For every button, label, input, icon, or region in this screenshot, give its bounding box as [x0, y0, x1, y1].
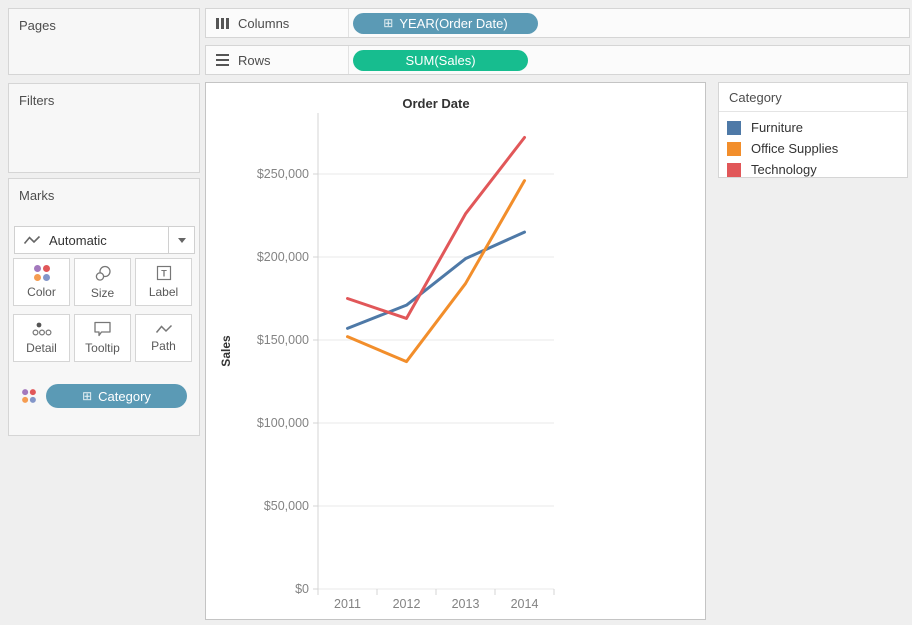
pages-shelf-label: Pages	[19, 18, 56, 33]
line-mark-icon	[23, 235, 41, 245]
detail-button[interactable]: Detail	[13, 314, 70, 362]
svg-text:$150,000: $150,000	[257, 333, 309, 347]
expand-plus-icon: ⊞	[383, 16, 394, 30]
tooltip-bubble-icon	[94, 321, 111, 337]
marks-card: Marks Automatic Color Size	[8, 178, 200, 436]
svg-text:Order Date: Order Date	[402, 96, 469, 111]
sum-sales-pill-label: SUM(Sales)	[405, 52, 476, 68]
svg-text:2012: 2012	[393, 597, 421, 611]
size-circles-icon	[95, 265, 111, 281]
legend-items: Furniture Office Supplies Technology	[719, 112, 907, 180]
marks-buttons: Color Size T Label	[13, 258, 192, 362]
text-label-icon: T	[156, 265, 171, 281]
label-button-label: Label	[148, 285, 179, 299]
rows-shelf-header: Rows	[206, 46, 349, 74]
color-button[interactable]: Color	[13, 258, 70, 306]
color-button-label: Color	[27, 285, 56, 299]
svg-text:2014: 2014	[511, 597, 539, 611]
legend-item[interactable]: Office Supplies	[719, 138, 907, 159]
rows-shelf-label: Rows	[238, 52, 271, 68]
svg-text:2011: 2011	[334, 597, 361, 611]
sum-sales-pill[interactable]: SUM(Sales)	[353, 49, 528, 71]
expand-plus-icon: ⊞	[82, 389, 93, 403]
chart-view-card: Order Date Sales $0 $50,000 $100,000 $150,000…	[205, 82, 706, 620]
rows-icon	[216, 54, 229, 66]
svg-text:T: T	[161, 269, 167, 279]
mark-type-value: Automatic	[49, 232, 107, 248]
category-pill[interactable]: ⊞ Category	[46, 384, 187, 408]
rows-shelf[interactable]: Rows SUM(Sales)	[205, 45, 910, 75]
mark-type-caret-button[interactable]	[168, 227, 194, 253]
year-order-date-pill-label: YEAR(Order Date)	[399, 15, 508, 31]
svg-text:2013: 2013	[452, 597, 480, 611]
size-button-label: Size	[90, 285, 115, 300]
detail-button-label: Detail	[26, 341, 57, 355]
legend-item-label: Furniture	[751, 120, 804, 135]
svg-text:$200,000: $200,000	[257, 250, 309, 264]
sales-line-chart[interactable]: Order Date Sales $0 $50,000 $100,000 $150,000…	[206, 83, 707, 621]
year-order-date-pill[interactable]: ⊞ YEAR(Order Date)	[353, 12, 538, 34]
svg-text:Sales: Sales	[219, 335, 233, 367]
svg-text:$50,000: $50,000	[264, 499, 309, 513]
svg-text:$0: $0	[295, 582, 309, 596]
color-dots-icon	[22, 389, 36, 403]
size-button[interactable]: Size	[74, 258, 131, 306]
category-legend: Category Furniture Office Supplies Technol…	[718, 82, 908, 178]
legend-swatch	[727, 120, 741, 135]
legend-title: Category	[719, 83, 907, 112]
category-pill-label: Category	[98, 388, 151, 404]
svg-text:$250,000: $250,000	[257, 167, 309, 181]
path-line-icon	[155, 324, 172, 333]
filters-shelf-label: Filters	[19, 93, 55, 108]
legend-item-label: Office Supplies	[751, 141, 839, 156]
path-button-label: Path	[151, 339, 176, 353]
detail-dots-icon	[31, 322, 52, 336]
legend-item[interactable]: Technology	[719, 159, 907, 180]
svg-text:$100,000: $100,000	[257, 416, 309, 430]
columns-shelf[interactable]: Columns ⊞ YEAR(Order Date)	[205, 8, 910, 38]
mark-type-dropdown[interactable]: Automatic	[14, 226, 195, 254]
color-dots-icon	[33, 265, 50, 281]
legend-item-label: Technology	[751, 162, 817, 177]
label-button[interactable]: T Label	[135, 258, 192, 306]
chevron-down-icon	[177, 237, 186, 243]
columns-shelf-header: Columns	[206, 9, 349, 37]
columns-shelf-label: Columns	[238, 15, 290, 31]
tooltip-button-label: Tooltip	[85, 341, 120, 355]
legend-swatch	[727, 141, 741, 156]
columns-icon	[216, 17, 229, 29]
legend-item[interactable]: Furniture	[719, 117, 907, 138]
path-button[interactable]: Path	[135, 314, 192, 362]
tooltip-button[interactable]: Tooltip	[74, 314, 131, 362]
marks-pill-row: ⊞ Category	[21, 384, 187, 408]
filters-shelf[interactable]: Filters	[8, 83, 200, 173]
marks-card-label: Marks	[19, 188, 55, 203]
pages-shelf[interactable]: Pages	[8, 8, 200, 75]
legend-swatch	[727, 162, 741, 177]
